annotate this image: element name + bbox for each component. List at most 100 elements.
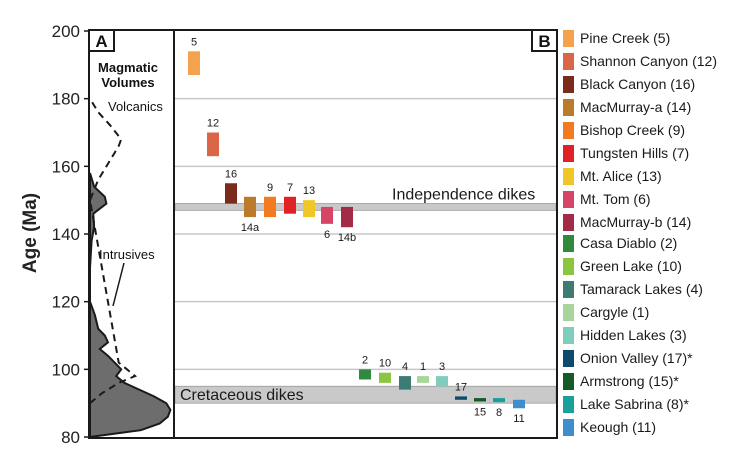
legend-label: Mt. Tom (6) [580,191,651,207]
legend-swatch [563,304,574,321]
y-tick-label: 180 [52,90,80,109]
age-bar-label: 8 [496,407,502,419]
age-bar-label: 15 [474,406,486,418]
dike-band-label: Independence dikes [392,187,535,204]
legend-label: Black Canyon (16) [580,76,695,92]
age-bar-label: 16 [225,168,237,180]
legend-label: Pine Creek (5) [580,30,670,46]
legend-swatch [563,281,574,298]
intrusives-label: Intrusives [99,247,155,262]
age-bar [341,206,353,228]
y-axis-ticks: 80 100 120 140 160 180 200 [52,22,89,447]
legend-swatch [563,327,574,344]
age-bar [417,376,429,383]
legend-label: Bishop Creek (9) [580,122,685,138]
legend-label: Mt. Alice (13) [580,168,662,184]
panel-a-letter: A [95,32,107,51]
intrusives-volume-area [89,172,172,439]
age-bar [493,398,505,403]
age-bar [188,51,200,75]
age-bar-label: 5 [191,36,197,48]
legend-label: Cargyle (1) [580,304,649,320]
age-bar-label: 3 [439,361,445,373]
dike-band-label: Cretaceous dikes [180,387,304,404]
age-bar [513,399,525,409]
legend-swatch [563,419,574,436]
legend-swatch [563,191,574,208]
age-bar-label: 14a [241,222,260,234]
age-bar [303,200,315,218]
legend-label: Tungsten Hills (7) [580,145,689,161]
panel-a-title-line1: Magmatic [98,60,158,75]
intrusives-pointer [112,262,125,307]
age-bar-label: 14b [338,232,356,244]
age-bar [474,398,486,402]
legend-swatch [563,396,574,413]
legend-swatch [563,53,574,70]
age-bar [436,376,448,387]
age-bar-label: 17 [455,381,467,393]
legend-label: Armstrong (15)* [580,373,679,389]
y-tick-label: 120 [52,293,80,312]
legend-swatch [563,350,574,367]
panel-a-letter-box [88,29,115,52]
age-bar-label: 4 [402,361,408,373]
volcanics-volume-line [88,98,138,404]
age-bar [207,132,219,157]
legend-label: Keough (11) [580,419,656,435]
legend-swatch [563,373,574,390]
age-bar-label: 1 [420,361,426,373]
age-bar-label: 9 [267,182,273,194]
legend-swatch [563,235,574,252]
legend-label: Green Lake (10) [580,258,682,274]
age-bar-label: 10 [379,358,391,370]
legend-label: Shannon Canyon (12) [580,53,717,69]
legend-swatch [563,122,574,139]
legend-swatch [563,258,574,275]
age-bar-label: 2 [362,354,368,366]
age-bar-label: 11 [513,413,524,425]
panel-a-title-line2: Volumes [101,75,154,90]
legend-label: Casa Diablo (2) [580,235,677,251]
age-bar [244,196,256,218]
y-tick-label: 140 [52,225,80,244]
legend-swatch [563,214,574,231]
age-bar [455,396,467,400]
panel-b-gridlines [175,97,556,371]
age-bar [399,376,411,390]
volcanics-label: Volcanics [108,99,163,114]
y-tick-label: 80 [61,428,80,447]
legend-swatch [563,99,574,116]
age-bar [321,206,333,224]
age-bar [379,372,391,383]
legend-swatch [563,168,574,185]
legend-swatch [563,145,574,162]
legend-label: MacMurray-a (14) [580,99,691,115]
age-bar-label: 6 [324,229,330,241]
panel-b-frame [173,29,558,439]
age-bar [225,183,237,204]
age-bar-label: 13 [303,185,315,197]
age-bar-label: 7 [287,182,293,194]
age-bar [264,196,276,218]
age-bar-label: 12 [207,118,219,130]
legend-label: Hidden Lakes (3) [580,327,687,343]
y-tick-label: 200 [52,22,80,41]
panel-b-letter: B [538,32,550,51]
panel-b-letter-box [531,29,558,52]
dike-band [174,203,557,211]
age-bar [359,369,371,380]
y-tick-label: 160 [52,157,80,176]
legend: Pine Creek (5) Shannon Canyon (12) Black C… [563,30,717,436]
y-tick-label: 100 [52,360,80,379]
age-bar [284,196,296,214]
legend-label: Onion Valley (17)* [580,350,693,366]
legend-label: Lake Sabrina (8)* [580,396,690,412]
y-axis-label: Age (Ma) [20,193,41,273]
panel-a: A Magmatic Volumes Volcanics Intrusives [88,29,175,439]
legend-swatch [563,76,574,93]
legend-swatch [563,30,574,47]
